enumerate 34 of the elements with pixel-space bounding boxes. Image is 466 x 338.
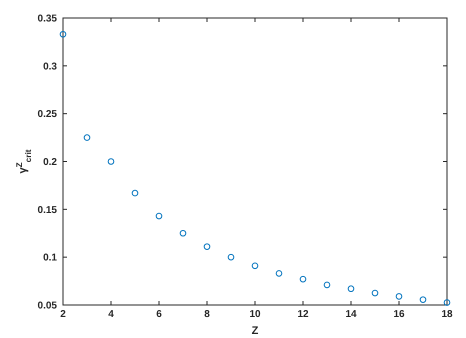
- point: [420, 296, 426, 303]
- point: [300, 276, 306, 282]
- point: [372, 290, 378, 296]
- x-tick-label: 2: [60, 309, 66, 320]
- point: [108, 158, 114, 165]
- x-tick-label: 12: [297, 309, 309, 320]
- x-tick-label: 14: [345, 309, 357, 320]
- y-tick-label: 0.2: [43, 157, 58, 168]
- point: [60, 30, 66, 38]
- point: [252, 262, 258, 270]
- x-tick-label: 10: [249, 309, 261, 320]
- y-tick-label: 0.35: [38, 14, 58, 24]
- point: [228, 254, 234, 260]
- x-axis-title: Z: [252, 325, 259, 337]
- x-tick-label: 4: [108, 309, 114, 320]
- point: [276, 270, 282, 277]
- y-tick-label: 0.3: [43, 61, 58, 72]
- x-tick-label: 8: [204, 309, 210, 320]
- point: [204, 243, 210, 250]
- x-tick-label: 18: [441, 309, 453, 320]
- point: [324, 282, 330, 288]
- y-tick-label: 0.15: [38, 204, 58, 216]
- point: [444, 299, 450, 306]
- point: [156, 212, 162, 220]
- point: [396, 293, 402, 300]
- point: [132, 190, 138, 196]
- x-tick-label: 6: [156, 309, 162, 320]
- point: [348, 285, 354, 292]
- point: [84, 134, 90, 141]
- y-tick-label: 0.1: [43, 252, 58, 264]
- y-tick-label: 0.25: [38, 109, 58, 120]
- point: [180, 230, 186, 237]
- y-tick-label: 0.05: [38, 300, 58, 312]
- x-tick-label: 16: [393, 309, 405, 320]
